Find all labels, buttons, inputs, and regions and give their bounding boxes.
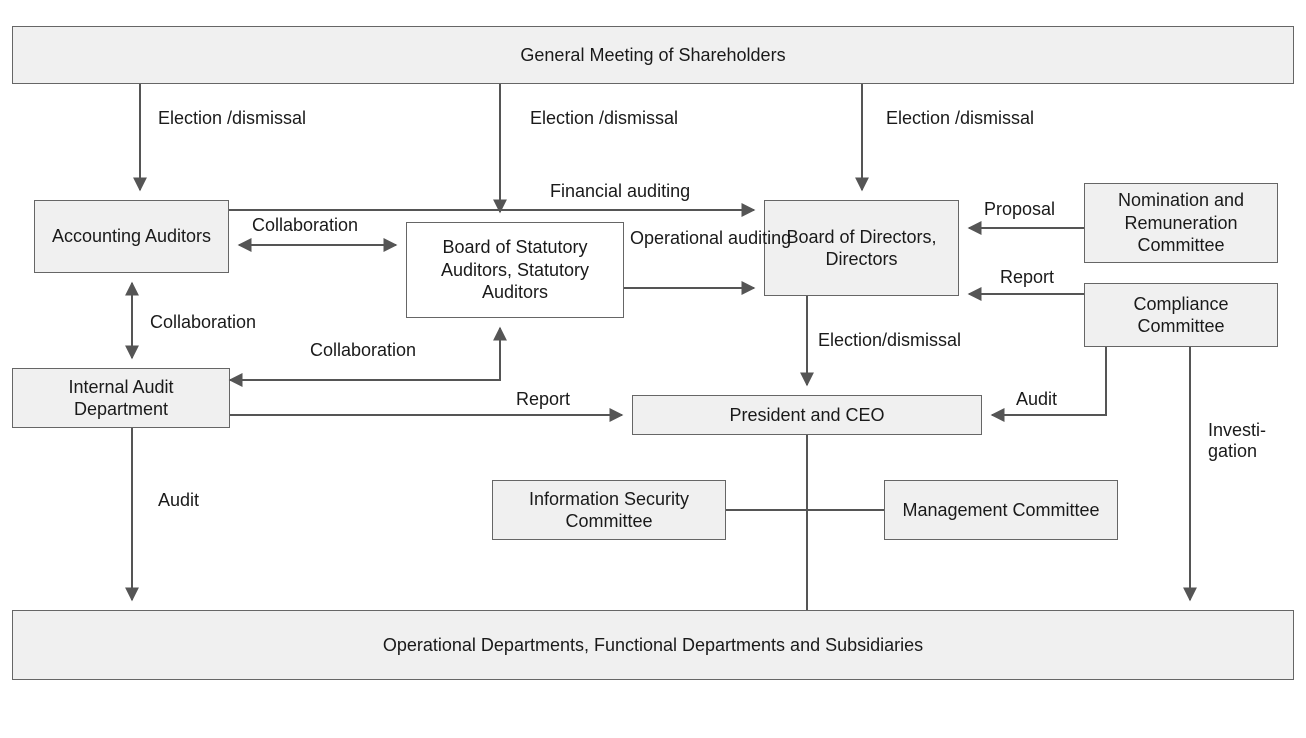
edge-label-investigation: Investi- gation <box>1208 420 1266 461</box>
node-label: President and CEO <box>729 404 884 427</box>
node-label: Board of Statutory Auditors, Statutory A… <box>417 236 613 304</box>
node-label: Compliance Committee <box>1095 293 1267 338</box>
edge-label-proposal: Proposal <box>984 199 1055 220</box>
node-president-ceo: President and CEO <box>632 395 982 435</box>
edge-label-collab-accounting-internal: Collaboration <box>150 312 256 333</box>
edge-label-financial-auditing: Financial auditing <box>550 181 690 202</box>
edge-label-election-3: Election /dismissal <box>886 108 1034 129</box>
edge-label-collab-internal-statutory: Collaboration <box>310 340 416 361</box>
governance-diagram: General Meeting of Shareholders Accounti… <box>0 0 1306 738</box>
node-infosec-committee: Information Security Committee <box>492 480 726 540</box>
node-management-committee: Management Committee <box>884 480 1118 540</box>
edge-label-report-compliance: Report <box>1000 267 1054 288</box>
node-label: Nomination and Remuneration Committee <box>1095 189 1267 257</box>
node-accounting-auditors: Accounting Auditors <box>34 200 229 273</box>
edge-label-audit-compliance: Audit <box>1016 389 1057 410</box>
edge-label-audit-iad: Audit <box>158 490 199 511</box>
node-compliance-committee: Compliance Committee <box>1084 283 1278 347</box>
edge-label-report-iad: Report <box>516 389 570 410</box>
node-internal-audit: Internal Audit Department <box>12 368 230 428</box>
edge-label-election-ceo: Election/dismissal <box>818 330 961 351</box>
node-label: Board of Directors, Directors <box>775 226 948 271</box>
node-label: Information Security Committee <box>503 488 715 533</box>
edge-label-line2: gation <box>1208 441 1257 461</box>
node-label: Management Committee <box>902 499 1099 522</box>
node-board-directors: Board of Directors, Directors <box>764 200 959 296</box>
node-statutory-auditors: Board of Statutory Auditors, Statutory A… <box>406 222 624 318</box>
node-label: Operational Departments, Functional Depa… <box>383 634 923 657</box>
edge-label-election-1: Election /dismissal <box>158 108 306 129</box>
node-operational-depts: Operational Departments, Functional Depa… <box>12 610 1294 680</box>
node-label: Internal Audit Department <box>23 376 219 421</box>
node-label: General Meeting of Shareholders <box>520 44 785 67</box>
node-nomination-committee: Nomination and Remuneration Committee <box>1084 183 1278 263</box>
edge-label-line1: Investi- <box>1208 420 1266 440</box>
node-label: Accounting Auditors <box>52 225 211 248</box>
node-shareholders: General Meeting of Shareholders <box>12 26 1294 84</box>
edge-label-operational-auditing: Operational auditing <box>630 228 791 249</box>
edge-label-election-2: Election /dismissal <box>530 108 678 129</box>
edge-label-collab-accounting-statutory: Collaboration <box>252 215 358 236</box>
